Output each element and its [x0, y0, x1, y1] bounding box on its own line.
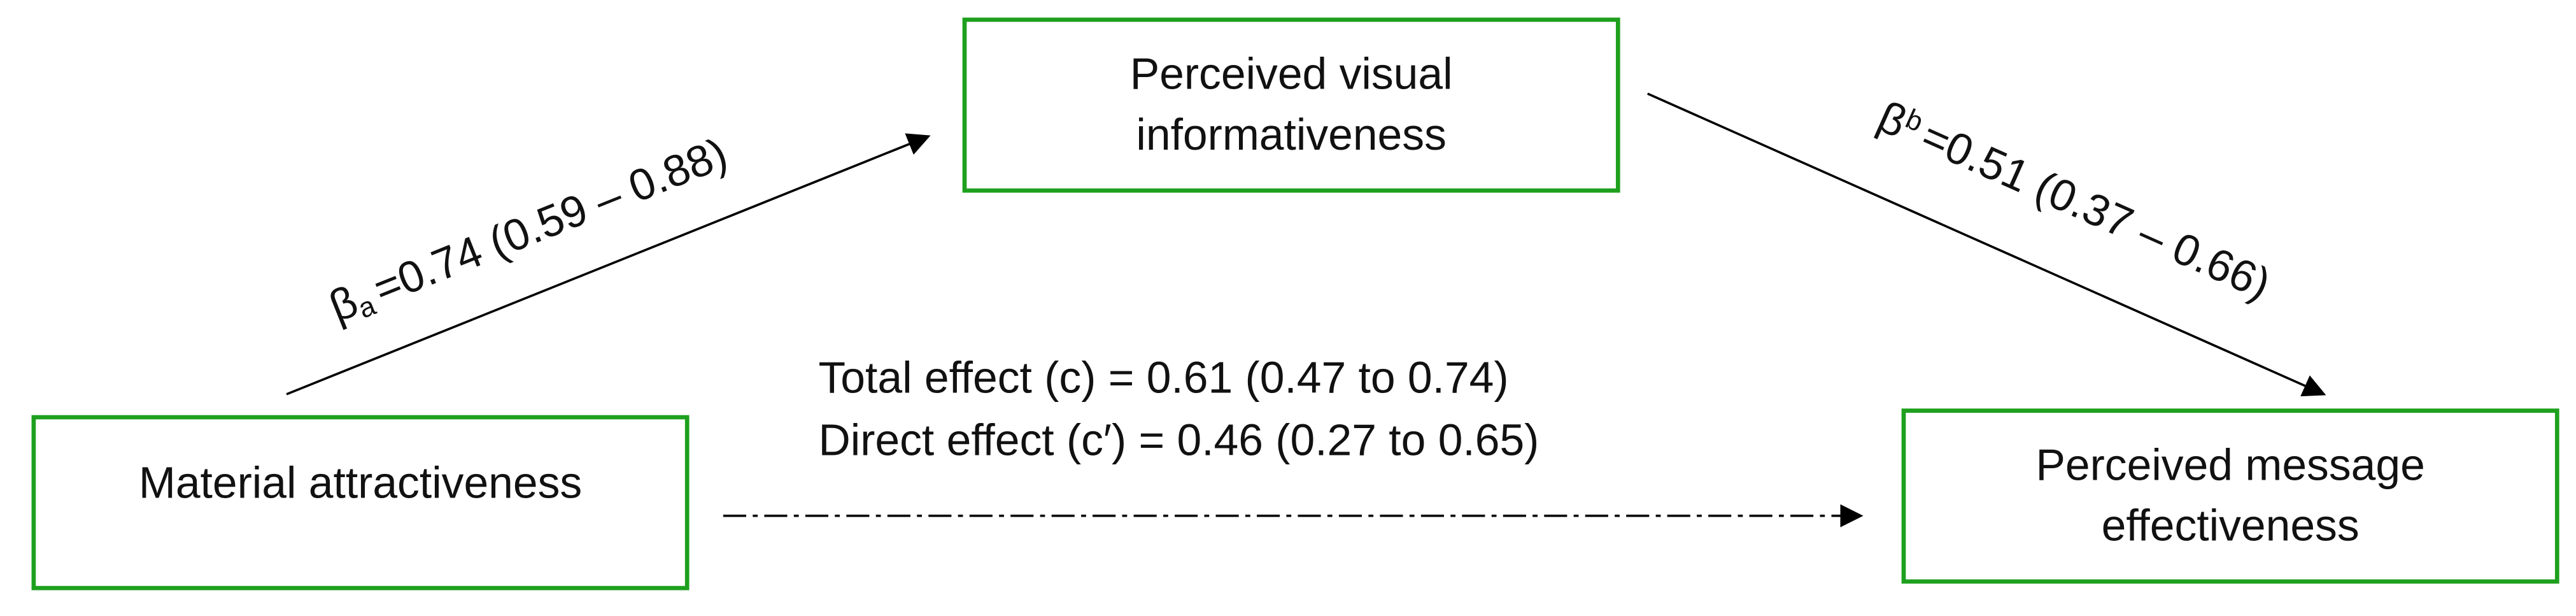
node-box [31, 415, 690, 591]
node-label: Perceived message [2035, 440, 2424, 489]
path-value: =0.74 (0.59 – 0.88) [367, 128, 734, 314]
node-label: Material attractiveness [139, 458, 582, 508]
node-label: Perceived visual [1130, 49, 1453, 99]
effect-label: Direct effect (c′) = 0.46 (0.27 to 0.65) [819, 415, 1539, 465]
path-arrow [286, 133, 931, 396]
effect-label: Total effect (c) = 0.61 (0.47 to 0.74) [819, 353, 1509, 403]
path-label: βb=0.51 (0.37 – 0.66) [1871, 92, 2277, 310]
path-label: βa=0.74 (0.59 – 0.88) [322, 128, 735, 334]
path-value: =0.51 (0.37 – 0.66) [1914, 111, 2278, 309]
node-label: effectiveness [2102, 501, 2360, 550]
node-box [1901, 408, 2559, 584]
node-box [962, 17, 1620, 193]
path-arrow [1646, 92, 2326, 397]
node-label: informativeness [1136, 110, 1446, 159]
